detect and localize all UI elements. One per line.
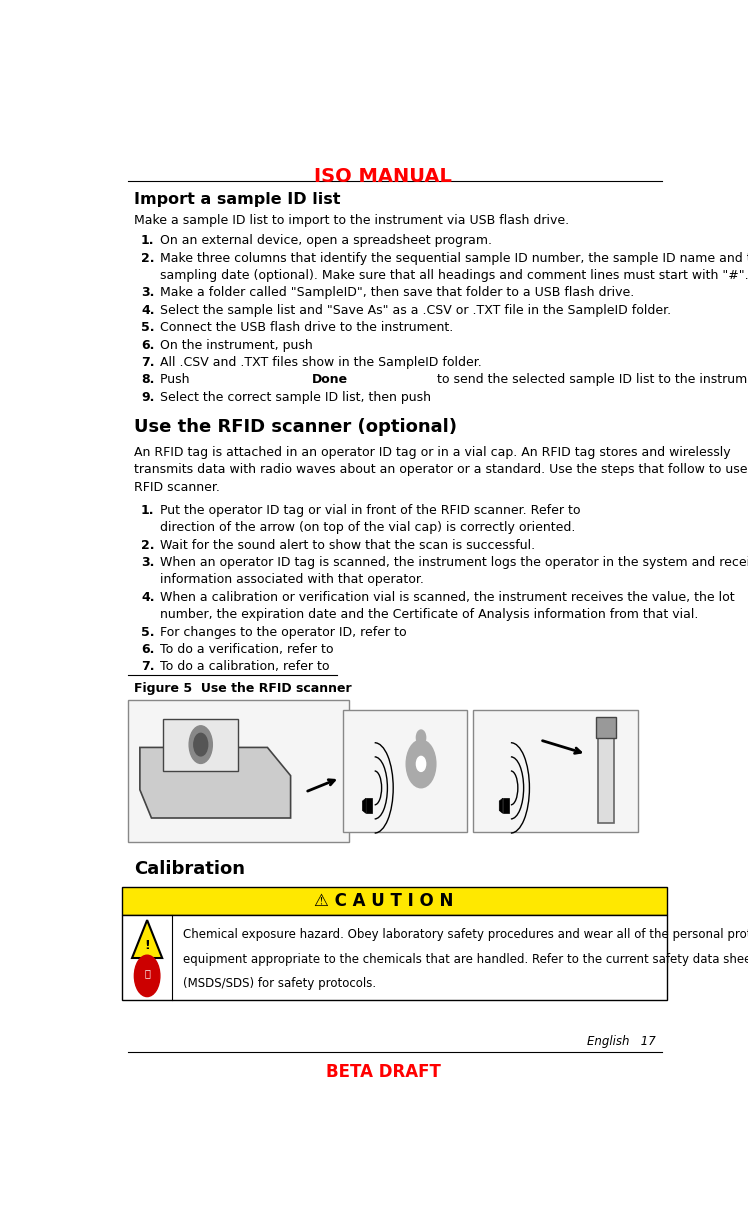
Circle shape <box>407 741 435 787</box>
Text: 5.: 5. <box>141 321 155 334</box>
Text: Select the correct sample ID list, then push: Select the correct sample ID list, then … <box>160 391 435 403</box>
Text: To do a verification, refer to: To do a verification, refer to <box>160 643 337 656</box>
Text: Push: Push <box>160 374 194 386</box>
Text: information associated with that operator.: information associated with that operato… <box>160 573 424 587</box>
Bar <box>343 710 468 832</box>
Text: 6.: 6. <box>141 643 154 656</box>
Text: 2.: 2. <box>141 539 155 551</box>
Text: ⛔: ⛔ <box>144 968 150 978</box>
Text: to send the selected sample ID list to the instrument.: to send the selected sample ID list to t… <box>432 374 748 386</box>
Text: Connect the USB flash drive to the instrument.: Connect the USB flash drive to the instr… <box>160 321 453 334</box>
Text: All .CSV and .TXT files show in the SampleID folder.: All .CSV and .TXT files show in the Samp… <box>160 356 482 369</box>
Bar <box>598 738 614 822</box>
Text: Done: Done <box>311 374 348 386</box>
Text: Chemical exposure hazard. Obey laboratory safety procedures and wear all of the : Chemical exposure hazard. Obey laborator… <box>183 927 748 941</box>
Text: !: ! <box>144 940 150 952</box>
Text: On the instrument, push: On the instrument, push <box>160 338 317 352</box>
Text: 7.: 7. <box>141 356 155 369</box>
Polygon shape <box>140 748 291 818</box>
Text: When an operator ID tag is scanned, the instrument logs the operator in the syst: When an operator ID tag is scanned, the … <box>160 556 748 569</box>
Text: (MSDS/SDS) for safety protocols.: (MSDS/SDS) for safety protocols. <box>183 978 376 990</box>
Text: Make a sample ID list to import to the instrument via USB flash drive.: Make a sample ID list to import to the i… <box>134 214 569 227</box>
Text: ISO MANUAL: ISO MANUAL <box>314 167 453 186</box>
Polygon shape <box>363 798 366 814</box>
Bar <box>123 915 667 1000</box>
Polygon shape <box>500 798 503 814</box>
Circle shape <box>189 726 212 764</box>
Text: 1.: 1. <box>141 503 155 517</box>
Text: Calibration: Calibration <box>134 860 245 879</box>
Text: 2.: 2. <box>141 252 155 264</box>
Text: transmits data with radio waves about an operator or a standard. Use the steps t: transmits data with radio waves about an… <box>134 463 748 477</box>
Text: 6.: 6. <box>141 338 154 352</box>
Bar <box>595 717 616 738</box>
Text: RFID scanner.: RFID scanner. <box>134 480 220 494</box>
Text: Make a folder called "SampleID", then save that folder to a USB flash drive.: Make a folder called "SampleID", then sa… <box>160 286 634 299</box>
Text: 7.: 7. <box>141 660 155 673</box>
Bar <box>473 710 638 832</box>
Text: Make three columns that identify the sequential sample ID number, the sample ID : Make three columns that identify the seq… <box>160 252 748 264</box>
Text: English   17: English 17 <box>587 1035 656 1048</box>
Circle shape <box>135 956 160 997</box>
Circle shape <box>417 730 426 745</box>
Text: Figure 5  Use the RFID scanner: Figure 5 Use the RFID scanner <box>134 682 352 694</box>
Text: When a calibration or verification vial is scanned, the instrument receives the : When a calibration or verification vial … <box>160 590 735 604</box>
Bar <box>163 720 239 771</box>
Text: direction of the arrow (on top of the vial cap) is correctly oriented.: direction of the arrow (on top of the vi… <box>160 521 575 534</box>
Bar <box>366 798 372 814</box>
Text: BETA DRAFT: BETA DRAFT <box>326 1063 441 1081</box>
Text: 1.: 1. <box>141 235 155 247</box>
Text: Select the sample list and "Save As" as a .CSV or .TXT file in the SampleID fold: Select the sample list and "Save As" as … <box>160 304 671 316</box>
Bar <box>129 700 349 842</box>
Bar <box>503 798 509 814</box>
Text: 9.: 9. <box>141 391 154 403</box>
Text: Use the RFID scanner (optional): Use the RFID scanner (optional) <box>134 418 457 435</box>
Polygon shape <box>132 920 162 958</box>
Text: Wait for the sound alert to show that the scan is successful.: Wait for the sound alert to show that th… <box>160 539 536 551</box>
Text: Put the operator ID tag or vial in front of the RFID scanner. Refer to: Put the operator ID tag or vial in front… <box>160 503 585 517</box>
Text: 8.: 8. <box>141 374 154 386</box>
Text: number, the expiration date and the Certificate of Analysis information from tha: number, the expiration date and the Cert… <box>160 609 699 621</box>
Circle shape <box>417 756 426 771</box>
Text: An RFID tag is attached in an operator ID tag or in a vial cap. An RFID tag stor: An RFID tag is attached in an operator I… <box>134 446 731 458</box>
Text: 4.: 4. <box>141 304 155 316</box>
Bar <box>123 887 667 915</box>
Text: 5.: 5. <box>141 626 155 639</box>
Text: For changes to the operator ID, refer to: For changes to the operator ID, refer to <box>160 626 411 639</box>
Text: 4.: 4. <box>141 590 155 604</box>
Text: 3.: 3. <box>141 286 154 299</box>
Text: sampling date (optional). Make sure that all headings and comment lines must sta: sampling date (optional). Make sure that… <box>160 269 748 282</box>
Text: Import a sample ID list: Import a sample ID list <box>134 192 340 207</box>
Text: 3.: 3. <box>141 556 154 569</box>
Text: equipment appropriate to the chemicals that are handled. Refer to the current sa: equipment appropriate to the chemicals t… <box>183 953 748 965</box>
Text: On an external device, open a spreadsheet program.: On an external device, open a spreadshee… <box>160 235 492 247</box>
Text: ⚠ C A U T I O N: ⚠ C A U T I O N <box>313 892 453 910</box>
Text: To do a calibration, refer to: To do a calibration, refer to <box>160 660 334 673</box>
Circle shape <box>194 733 208 756</box>
